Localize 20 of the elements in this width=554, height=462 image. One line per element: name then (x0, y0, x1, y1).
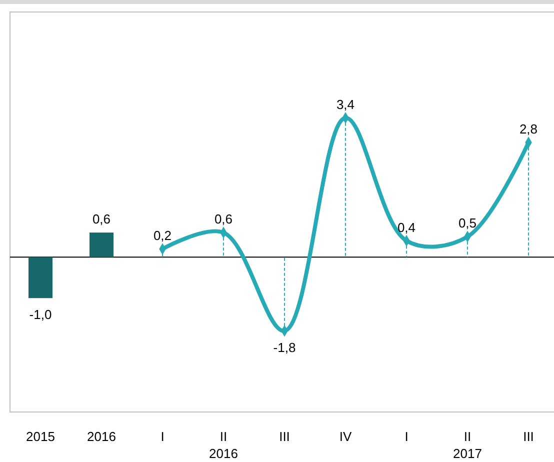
x-tick-label: II (220, 429, 228, 444)
x-tick-label: III (523, 429, 534, 444)
x-tick-label: I (404, 429, 408, 444)
text: 2016 (209, 446, 238, 461)
data-label: 3,4 (336, 96, 355, 112)
data-label: 2,8 (519, 121, 538, 136)
text: 2017 (453, 446, 482, 461)
data-label: -1,8 (273, 340, 296, 355)
x-tick-label: II (464, 429, 472, 444)
x-tick-label: IV (339, 429, 352, 444)
x-tick-label: 2016 (87, 429, 116, 444)
data-label: 0,6 (92, 212, 111, 227)
data-label: 0,6 (214, 212, 233, 227)
x-tick-label: III (279, 429, 290, 444)
x-tick-label: I (160, 429, 164, 444)
x-tick-label: 2015 (26, 429, 55, 444)
data-label: 0,2 (153, 228, 172, 243)
data-label: 0,4 (397, 220, 416, 235)
data-label: 0,5 (458, 216, 477, 231)
data-label: -1,0 (29, 307, 52, 322)
